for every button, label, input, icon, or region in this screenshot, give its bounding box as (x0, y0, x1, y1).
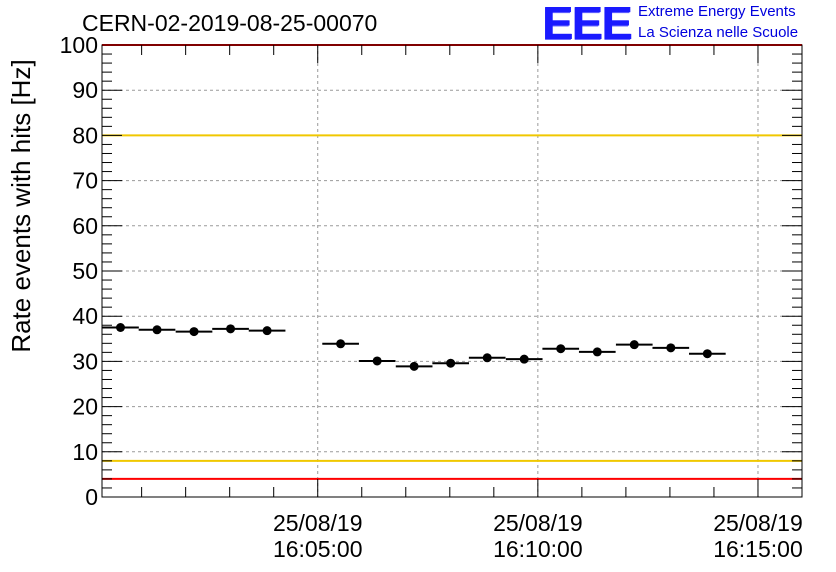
data-point (556, 344, 566, 354)
y-tick-label: 100 (60, 32, 98, 58)
data-point (702, 349, 712, 359)
data-point (666, 343, 676, 353)
y-tick-label: 10 (72, 439, 98, 465)
y-tick-label: 30 (72, 348, 98, 374)
data-point (189, 327, 199, 337)
data-point (519, 354, 529, 364)
x-tick-label-time: 16:05:00 (273, 536, 363, 562)
eee-logo-mark: EEE (542, 0, 632, 49)
x-tick-label-date: 25/08/19 (493, 510, 583, 536)
data-point (409, 361, 419, 371)
data-point (226, 324, 236, 334)
grid (102, 45, 802, 497)
eee-logo: EEE Extreme Energy Events La Scienza nel… (542, 0, 832, 49)
data-series (102, 323, 726, 371)
y-axis-label: Rate events with hits [Hz] (6, 59, 36, 352)
data-point (115, 323, 125, 332)
x-tick-label-time: 16:10:00 (493, 536, 583, 562)
logo-line-1: Extreme Energy Events (638, 3, 796, 20)
data-point (262, 326, 272, 336)
y-tick-label: 0 (85, 484, 98, 510)
data-point (629, 340, 639, 350)
reference-lines (102, 44, 802, 480)
data-point (482, 353, 492, 363)
data-point (152, 325, 162, 335)
data-point (446, 358, 456, 368)
data-point (372, 356, 382, 366)
y-tick-label: 60 (72, 213, 98, 239)
y-tick-label: 20 (72, 394, 98, 420)
data-point (592, 347, 602, 357)
y-tick-label: 90 (72, 77, 98, 103)
x-tick-label-time: 16:15:00 (713, 536, 803, 562)
y-tick-label: 80 (72, 122, 98, 148)
y-tick-label: 50 (72, 258, 98, 284)
x-tick-label-date: 25/08/19 (713, 510, 803, 536)
y-tick-label: 40 (72, 303, 98, 329)
run-title: CERN-02-2019-08-25-00070 (82, 10, 378, 36)
data-point (336, 339, 346, 349)
x-tick-label-date: 25/08/19 (273, 510, 363, 536)
logo-line-2: La Scienza nelle Scuole (638, 24, 799, 41)
axes: 010203040506070809010025/08/1916:05:0025… (60, 32, 803, 562)
y-tick-label: 70 (72, 168, 98, 194)
